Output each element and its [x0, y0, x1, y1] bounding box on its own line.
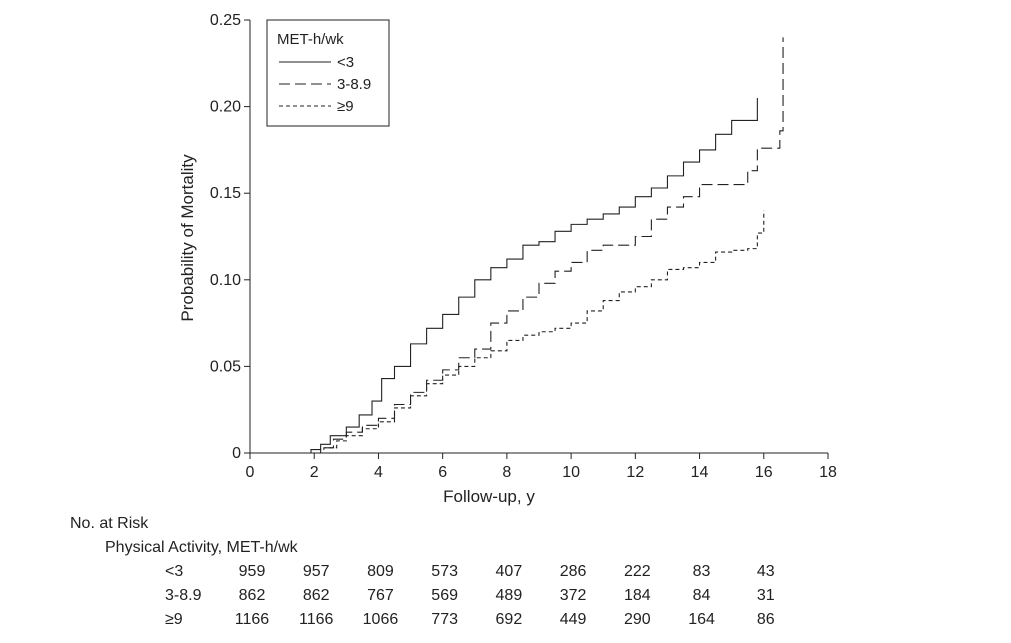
- y-tick-label: 0.15: [210, 185, 241, 202]
- x-axis-title: Follow-up, y: [443, 487, 535, 506]
- y-tick-label: 0.20: [210, 99, 241, 116]
- legend-label-1: <3: [337, 54, 354, 71]
- series-line-2: [250, 37, 784, 454]
- x-tick-label: 6: [438, 464, 447, 481]
- x-tick-label: 10: [562, 464, 580, 481]
- y-axis-title: Probability of Mortality: [178, 154, 197, 322]
- legend-label-3: ≥9: [337, 98, 354, 115]
- y-tick-label: 0.25: [210, 12, 241, 29]
- x-tick-label: 12: [626, 464, 644, 481]
- axes: 0 0.05 0.10 0.15 0.20 0.25 0 2 4 6 8 10 12 14 16 18 Foll…: [178, 12, 837, 506]
- series-line-1: [250, 97, 758, 454]
- x-tick-label: 4: [374, 464, 383, 481]
- legend-title: MET-h/wk: [277, 31, 344, 48]
- x-tick-label: 8: [502, 464, 511, 481]
- legend: MET-h/wk <3 3-8.9 ≥9: [266, 19, 390, 127]
- y-tick-label: 0: [232, 445, 241, 462]
- curves: [250, 37, 784, 454]
- x-tick-label: 18: [819, 464, 837, 481]
- x-tick-label: 2: [310, 464, 319, 481]
- x-tick-label: 16: [755, 464, 773, 481]
- legend-box: [266, 19, 390, 127]
- x-tick-label: 14: [691, 464, 709, 481]
- y-tick-label: 0.05: [210, 358, 241, 375]
- series-line-3: [250, 210, 765, 454]
- y-tick-label: 0.10: [210, 272, 241, 289]
- legend-label-2: 3-8.9: [337, 76, 371, 93]
- x-tick-label: 0: [246, 464, 255, 481]
